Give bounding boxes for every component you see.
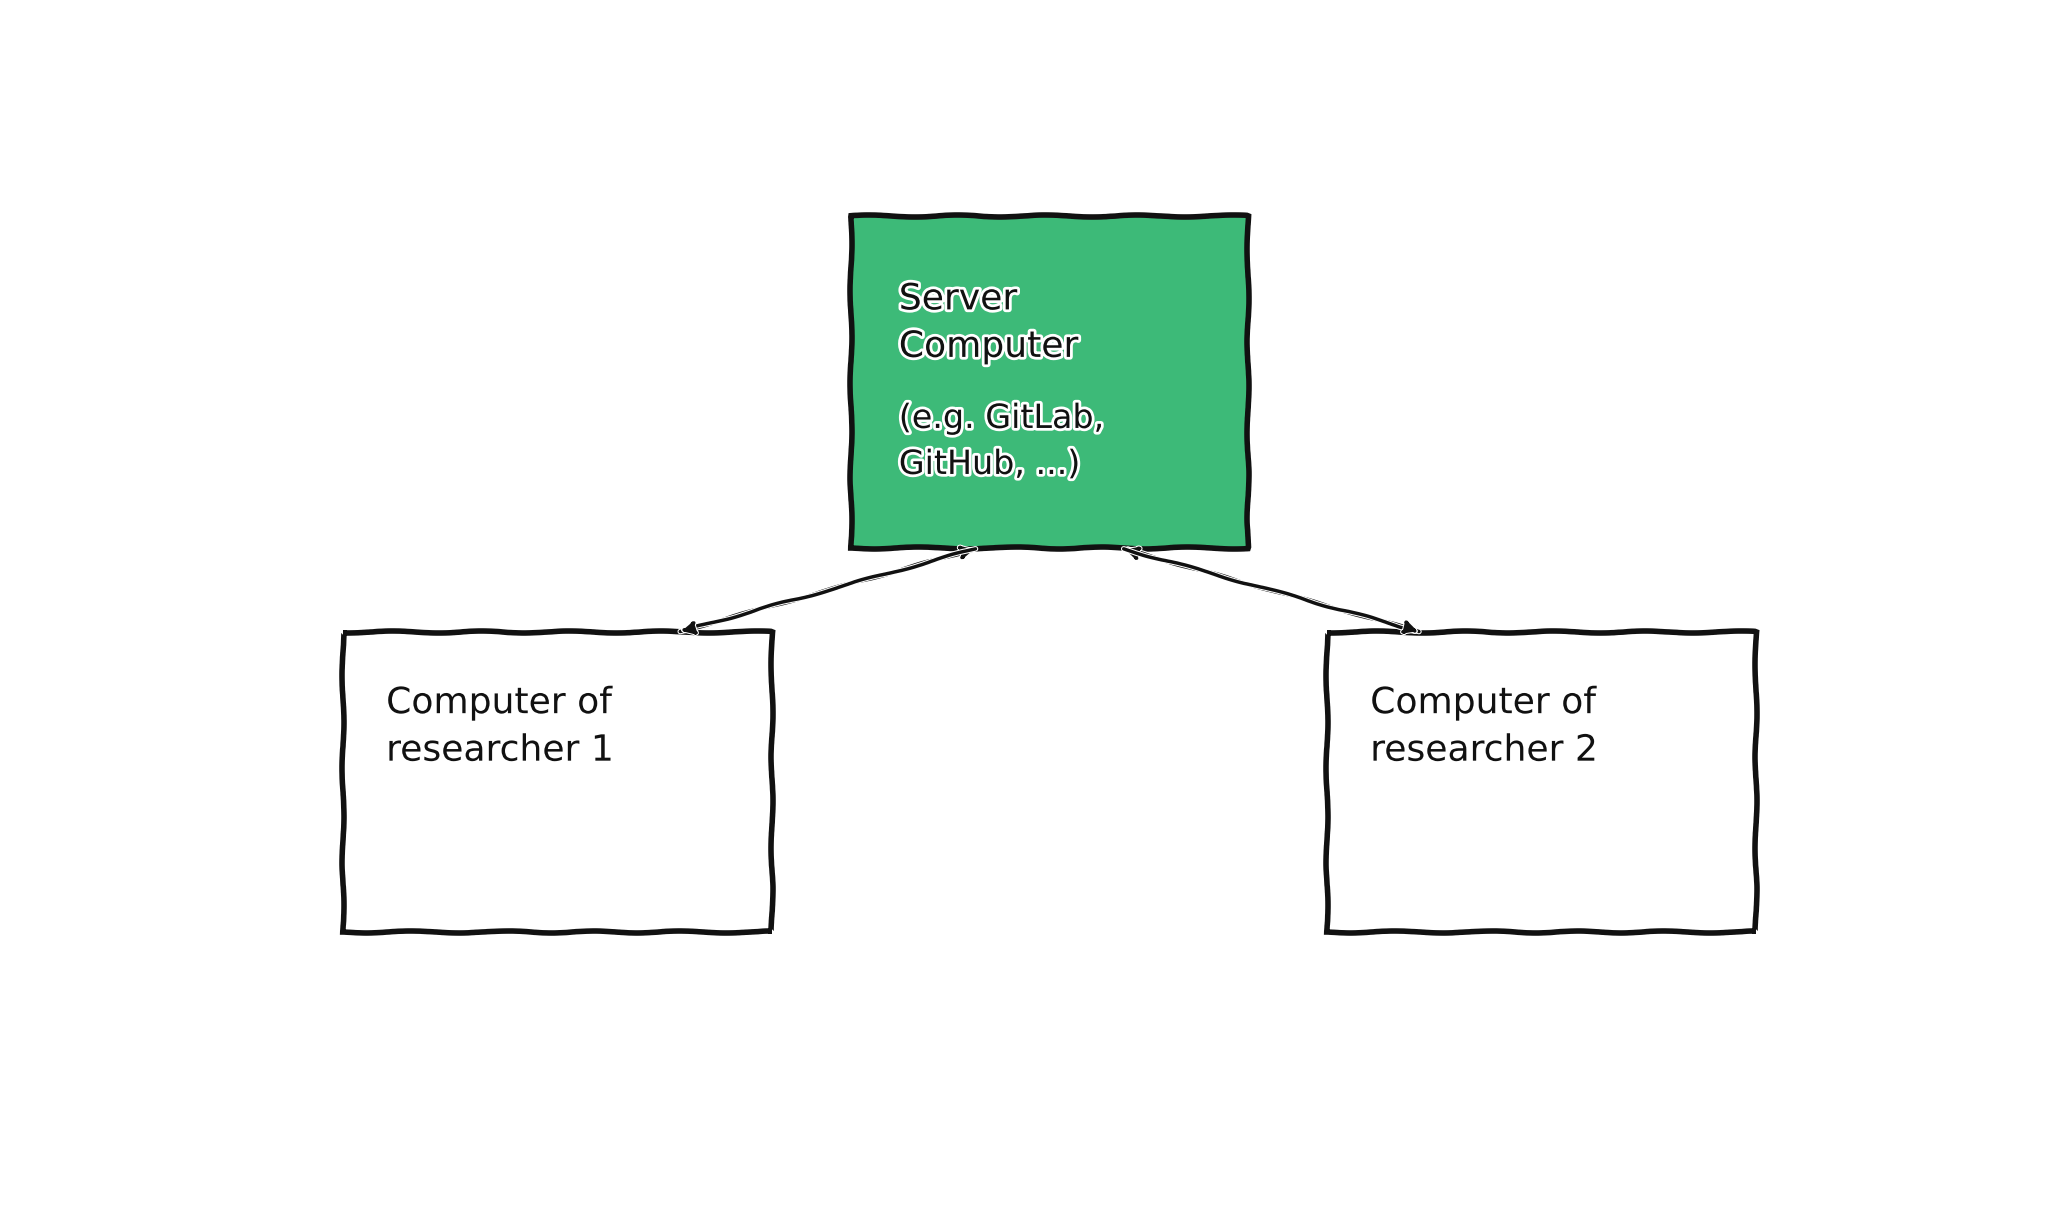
- Text: Computer of
researcher 1: Computer of researcher 1: [387, 686, 614, 768]
- Text: (e.g. GitLab,
GitHub, ...): (e.g. GitLab, GitHub, ...): [899, 402, 1104, 481]
- FancyBboxPatch shape: [1327, 632, 1755, 932]
- Text: Server
Computer: Server Computer: [899, 282, 1079, 363]
- FancyBboxPatch shape: [852, 216, 1247, 548]
- FancyBboxPatch shape: [344, 632, 772, 932]
- Text: Computer of
researcher 2: Computer of researcher 2: [1370, 686, 1597, 768]
